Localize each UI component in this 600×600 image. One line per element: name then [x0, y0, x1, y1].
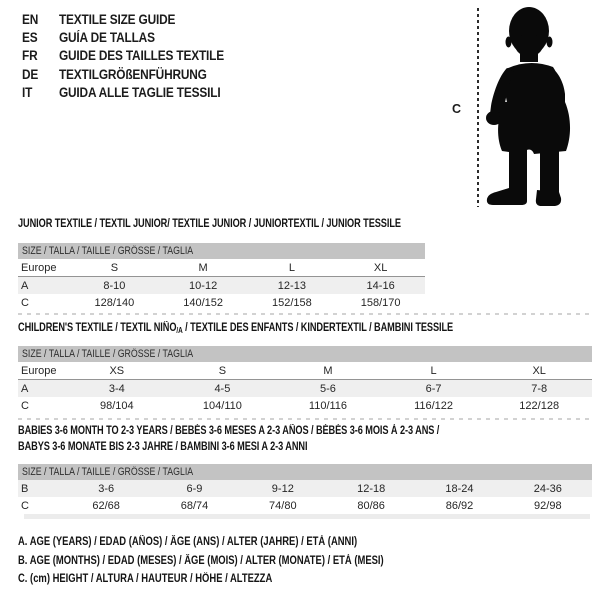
- babies-height-row: C 62/68 68/74 74/80 80/86 86/92 92/98: [18, 497, 592, 514]
- lang-code: DE: [22, 66, 39, 82]
- children-title-text: / TEXTILE DES ENFANTS / KINDERTEXTIL / B…: [182, 322, 454, 334]
- baby-silhouette: [486, 7, 571, 206]
- size-cell: 92/98: [534, 499, 562, 512]
- size-cell: 18-24: [415, 480, 504, 497]
- children-height-row: C 98/104 104/110 110/116 116/122 122/128: [18, 397, 592, 414]
- note-age-years: A. AGE (YEARS) / EDAD (AÑOS) / ÂGE (ANS)…: [18, 536, 358, 548]
- height-measure-label: C: [452, 102, 462, 116]
- babies-title-line2: BABYS 3-6 MONATE BIS 2-3 JAHRE / BAMBINI…: [18, 441, 308, 453]
- size-cell: 6-7: [380, 379, 487, 397]
- size-col-header: M: [275, 362, 381, 380]
- lang-title: GUIDA ALLE TAGLIE TESSILI: [58, 85, 221, 101]
- size-cell: 6-9: [150, 480, 239, 497]
- junior-section-title: JUNIOR TEXTILE / TEXTIL JUNIOR/ TEXTILE …: [18, 218, 401, 230]
- children-column-header-row: Europe XS S M L XL: [18, 362, 592, 380]
- size-col-header: XL: [486, 362, 592, 380]
- language-header: EN TEXTILE SIZE GUIDE ES GUÍA DE TALLAS …: [22, 10, 252, 102]
- children-age-row: A 3-4 4-5 5-6 6-7 7-8: [18, 379, 592, 397]
- size-cell: 12-13: [247, 276, 337, 294]
- size-col-header: L: [247, 259, 337, 277]
- size-col-header: XS: [64, 362, 170, 380]
- size-header-bar: SIZE / TALLA / TAILLE / GRÖSSE / TAGLIA: [18, 346, 592, 362]
- lang-title: TEXTILGRÖßENFÜHRUNG: [58, 66, 207, 82]
- size-header-bar: SIZE / TALLA / TAILLE / GRÖSSE / TAGLIA: [18, 243, 425, 259]
- size-cell: 9-12: [238, 480, 327, 497]
- size-cell: 68/74: [180, 499, 209, 512]
- junior-age-row: A 8-10 10-12 12-13 14-16: [18, 276, 425, 294]
- row-label: A: [18, 276, 70, 294]
- note-height-cm: C. (cm) HEIGHT / ALTURA / HAUTEUR / HÖHE…: [18, 573, 273, 586]
- lang-row-it: IT GUIDA ALLE TAGLIE TESSILI: [22, 84, 224, 102]
- size-cell: 98/104: [99, 399, 134, 412]
- size-cell: 4-5: [169, 379, 276, 397]
- size-col-header: XL: [336, 259, 425, 277]
- lang-row-fr: FR GUIDE DES TAILLES TEXTILE: [22, 47, 224, 65]
- size-cell: 158/170: [360, 296, 401, 309]
- size-cell: 104/110: [202, 399, 242, 412]
- size-cell: 3-6: [62, 480, 151, 497]
- size-col-header: L: [380, 362, 487, 380]
- children-title-text: CHILDREN'S TEXTILE / TEXTIL NIÑO: [18, 322, 177, 334]
- lang-title: GUIDE DES TAILLES TEXTILE: [58, 48, 224, 64]
- children-section-title: CHILDREN'S TEXTILE / TEXTIL NIÑO/A / TEX…: [18, 320, 453, 339]
- size-cell: 110/116: [308, 399, 348, 412]
- region-header: Europe: [18, 362, 64, 380]
- junior-size-table: SIZE / TALLA / TAILLE / GRÖSSE / TAGLIA …: [18, 243, 425, 311]
- legend-notes: A. AGE (YEARS) / EDAD (AÑOS) / ÂGE (ANS)…: [18, 533, 464, 589]
- lang-row-en: EN TEXTILE SIZE GUIDE: [22, 10, 224, 28]
- size-cell: 80/86: [357, 499, 385, 512]
- lang-row-de: DE TEXTILGRÖßENFÜHRUNG: [22, 65, 224, 83]
- children-title-subscript: /A: [176, 326, 183, 335]
- size-cell: 8-10: [70, 276, 159, 294]
- babies-table-bottom-strip: [24, 514, 590, 519]
- size-cell: 24-36: [503, 480, 592, 497]
- size-header-text: SIZE / TALLA / TAILLE / GRÖSSE / TAGLIA: [22, 348, 194, 360]
- size-cell: 116/122: [414, 399, 454, 412]
- size-cell: 10-12: [158, 276, 248, 294]
- size-col-header: M: [158, 259, 248, 277]
- size-header-bar: SIZE / TALLA / TAILLE / GRÖSSE / TAGLIA: [18, 464, 592, 480]
- size-col-header: S: [70, 259, 159, 277]
- size-col-header: S: [169, 362, 276, 380]
- babies-age-row: B 3-6 6-9 9-12 12-18 18-24 24-36: [18, 480, 592, 497]
- size-cell: 74/80: [269, 499, 297, 512]
- lang-title: GUÍA DE TALLAS: [58, 30, 155, 46]
- size-cell: 122/128: [519, 399, 560, 412]
- row-label: B: [18, 480, 62, 497]
- size-cell: 5-6: [275, 379, 381, 397]
- row-label: C: [21, 296, 29, 309]
- children-size-table: SIZE / TALLA / TAILLE / GRÖSSE / TAGLIA …: [18, 346, 592, 414]
- row-label: C: [21, 399, 29, 412]
- height-measure-dotted-line: [477, 8, 479, 207]
- lang-code: FR: [22, 48, 38, 64]
- size-cell: 14-16: [336, 276, 425, 294]
- size-cell: 86/92: [445, 499, 474, 512]
- size-cell: 152/158: [271, 296, 312, 309]
- row-label: A: [18, 379, 64, 397]
- babies-section-title: BABIES 3-6 MONTH TO 2-3 YEARS / BEBÉS 3-…: [18, 423, 439, 455]
- size-header-text: SIZE / TALLA / TAILLE / GRÖSSE / TAGLIA: [22, 466, 194, 478]
- babies-size-table: SIZE / TALLA / TAILLE / GRÖSSE / TAGLIA …: [18, 464, 592, 514]
- lang-row-es: ES GUÍA DE TALLAS: [22, 28, 224, 46]
- note-age-months: B. AGE (MONTHS) / EDAD (MESES) / ÂGE (MO…: [18, 554, 384, 567]
- size-header-text: SIZE / TALLA / TAILLE / GRÖSSE / TAGLIA: [22, 245, 194, 257]
- size-cell: 12-18: [326, 480, 416, 497]
- section-separator: [18, 313, 592, 315]
- junior-column-header-row: Europe S M L XL: [18, 259, 425, 277]
- row-label: C: [21, 499, 29, 512]
- lang-code: IT: [22, 85, 33, 101]
- junior-height-row: C 128/140 140/152 152/158 158/170: [18, 294, 425, 311]
- size-cell: 7-8: [486, 379, 592, 397]
- lang-title: TEXTILE SIZE GUIDE: [58, 11, 176, 27]
- babies-title-line1: BABIES 3-6 MONTH TO 2-3 YEARS / BEBÉS 3-…: [18, 425, 440, 437]
- size-cell: 140/152: [183, 296, 223, 309]
- lang-code: ES: [22, 30, 38, 46]
- size-cell: 3-4: [64, 379, 170, 397]
- size-cell: 62/68: [92, 499, 120, 512]
- region-header: Europe: [18, 259, 70, 277]
- section-separator: [18, 418, 592, 420]
- lang-code: EN: [22, 11, 39, 27]
- size-cell: 128/140: [94, 296, 135, 309]
